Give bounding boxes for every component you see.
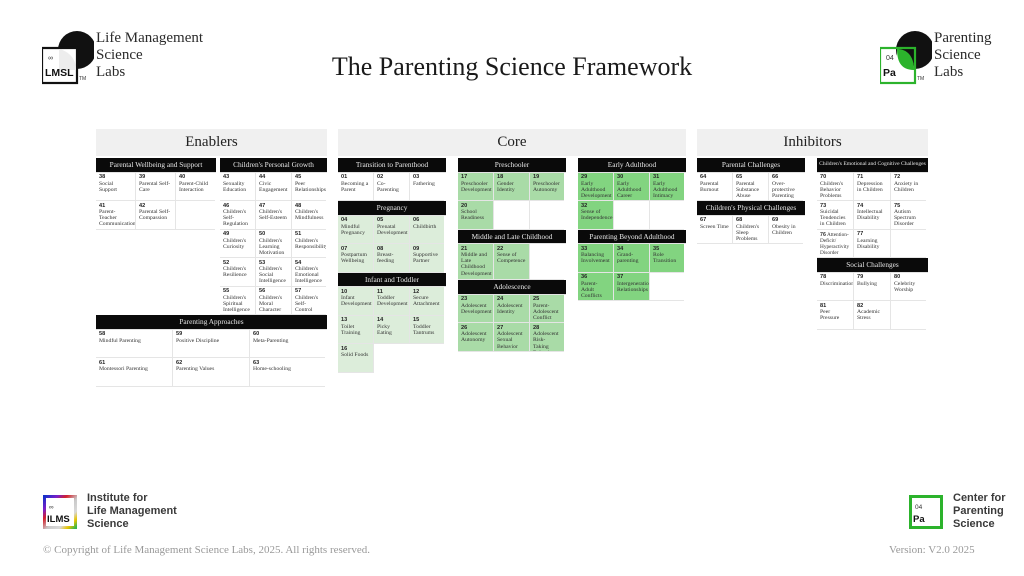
svg-text:TM: TM [917, 76, 924, 82]
svg-text:∞: ∞ [49, 504, 54, 511]
svg-text:Pa: Pa [913, 514, 925, 525]
svg-text:∞: ∞ [48, 55, 53, 62]
svg-text:04: 04 [915, 504, 923, 511]
svg-text:04: 04 [886, 55, 894, 62]
svg-text:ILMS: ILMS [47, 514, 70, 525]
svg-text:LMSL: LMSL [45, 67, 74, 79]
svg-text:Pa: Pa [883, 67, 896, 79]
svg-text:TM: TM [79, 76, 86, 82]
